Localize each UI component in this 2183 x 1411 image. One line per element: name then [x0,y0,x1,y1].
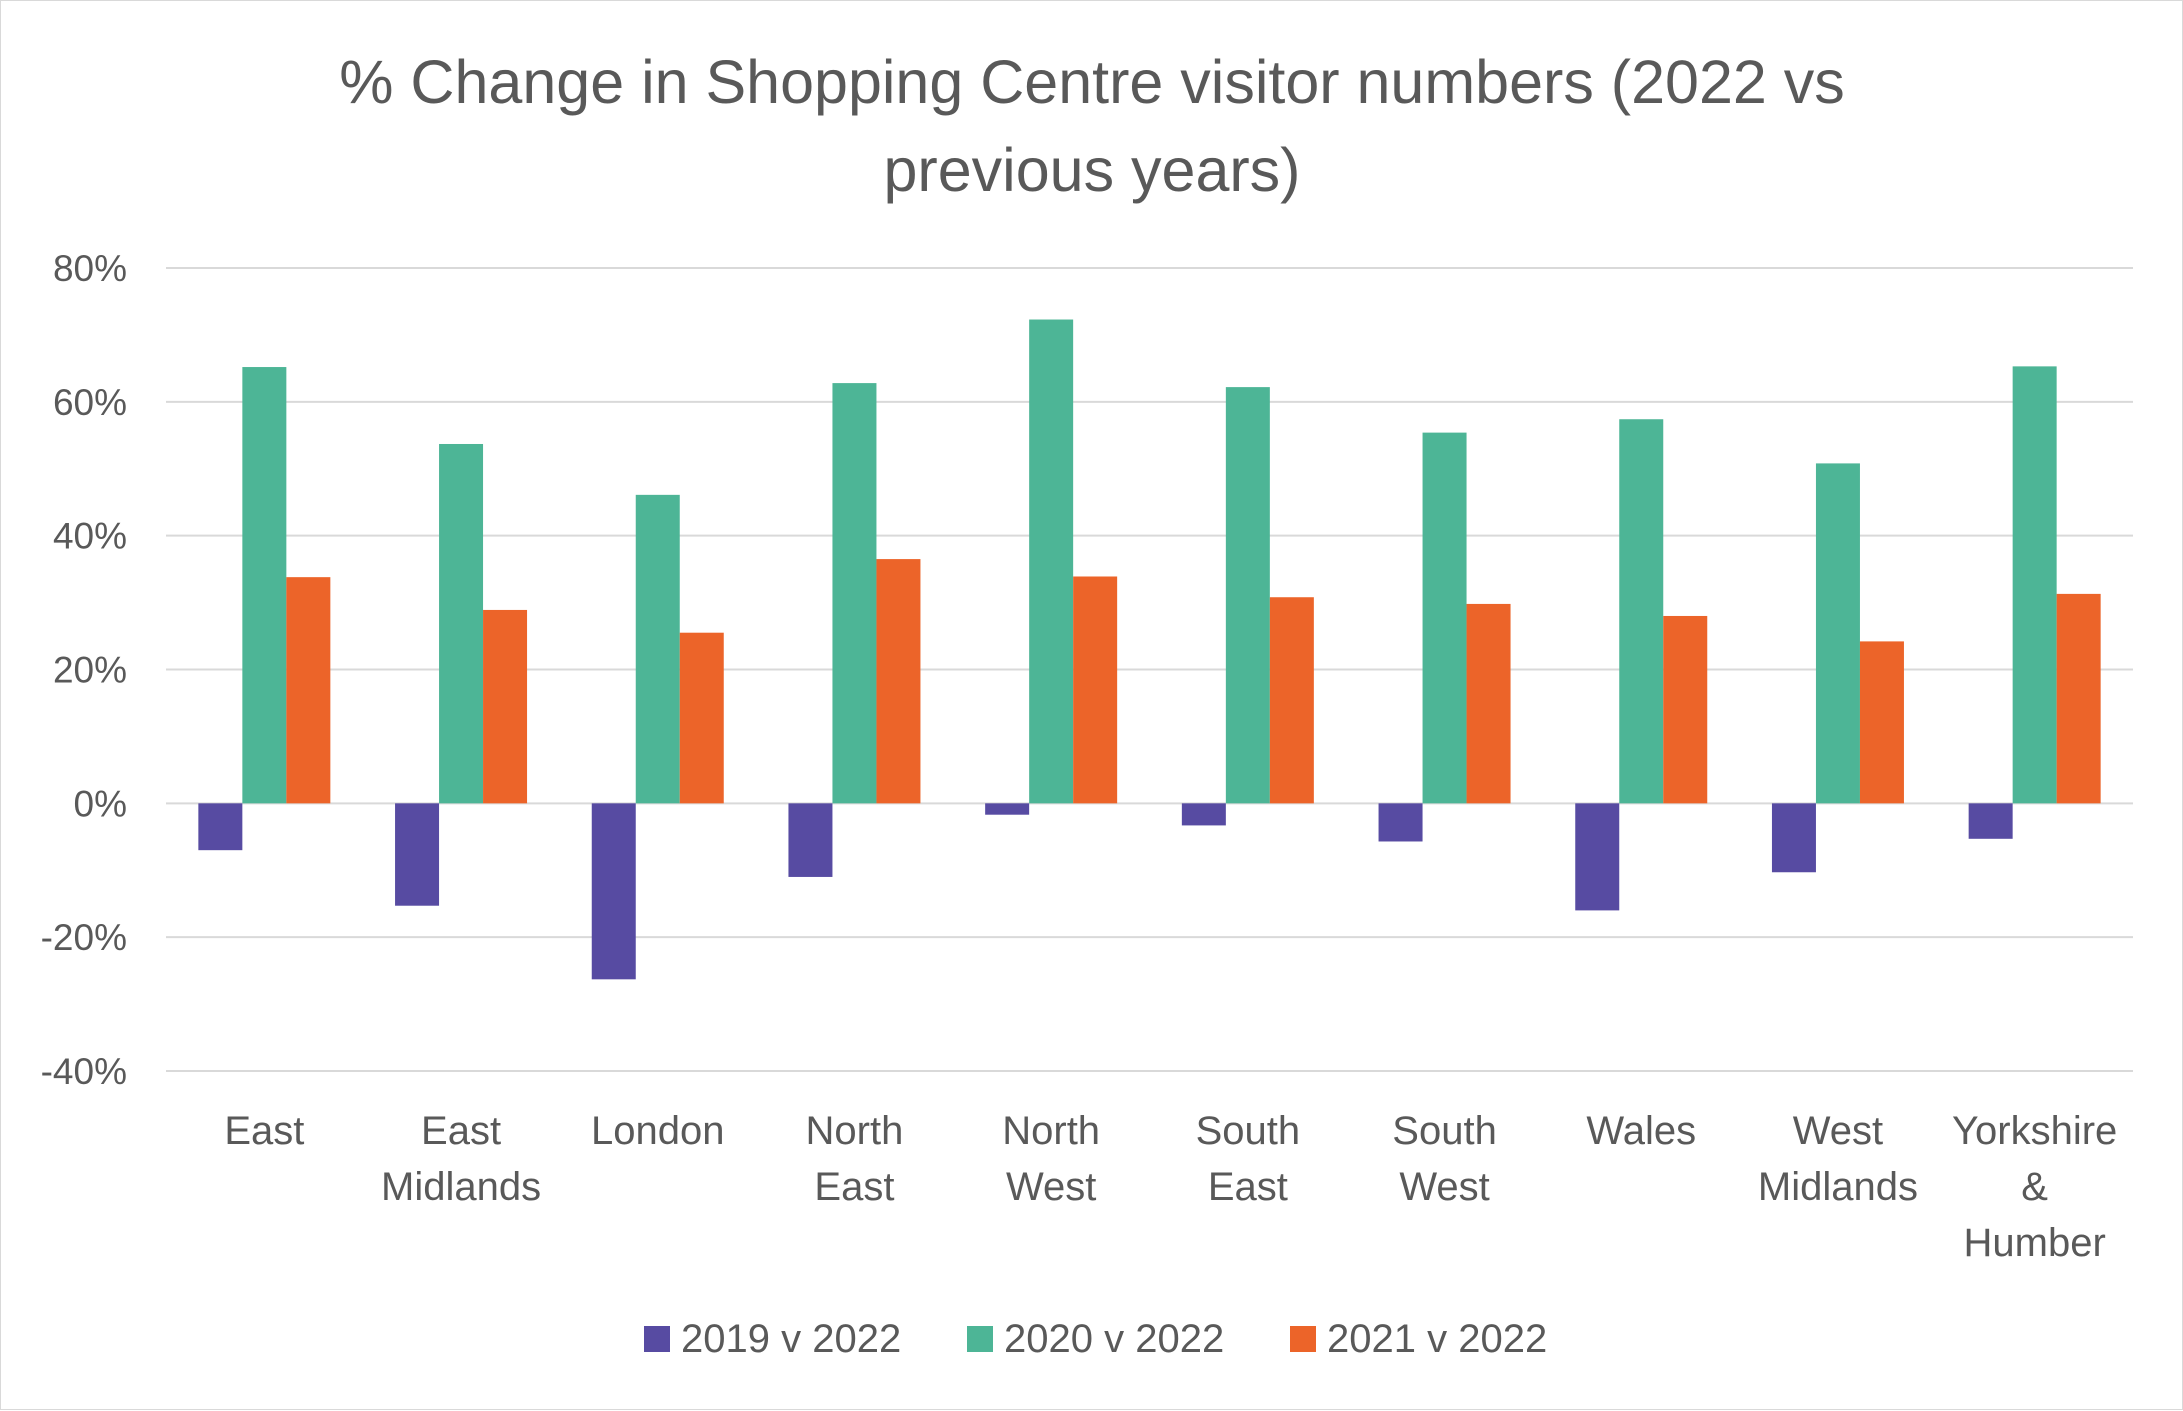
y-tick-label: -40% [41,1051,127,1092]
bar-east-midlands-2020-v-2022 [439,443,484,804]
legend-swatch-2021-v-2022 [1290,1326,1316,1352]
bar-north-east-2020-v-2022 [832,383,877,804]
x-category-label-east-midlands-line-2: Midlands [381,1165,541,1209]
bar-south-west-2020-v-2022 [1422,432,1467,804]
x-category-label-yorkshire-and-humber-line-1: Yorkshire [1952,1109,2117,1153]
y-axis-tick-labels: 80% 60% 40% 20% 0% -20% -40% [41,248,127,1092]
y-tick-label: 0% [74,783,127,824]
bar-west-midlands-2020-v-2022 [1815,463,1860,804]
bar-east-midlands-2021-v-2022 [483,609,528,804]
x-category-label-south-west-line-2: West [1399,1165,1489,1209]
legend: 2019 v 2022 2020 v 2022 2021 v 2022 [644,1317,1547,1361]
bars [198,319,2101,980]
legend-label-2019-v-2022: 2019 v 2022 [681,1317,901,1361]
x-category-label-yorkshire-and-humber-line-3: Humber [1964,1221,2106,1265]
bar-east-midlands-2019-v-2022 [395,803,440,906]
x-category-label-north-east-line-2: East [814,1165,894,1209]
legend-swatch-2019-v-2022 [644,1326,670,1352]
x-category-label-north-west-line-2: West [1006,1165,1096,1209]
bar-london-2019-v-2022 [591,803,636,980]
y-tick-label: 80% [53,248,127,289]
bar-north-west-2021-v-2022 [1073,576,1118,804]
legend-label-2021-v-2022: 2021 v 2022 [1327,1317,1547,1361]
x-category-label-wales: Wales [1586,1109,1696,1153]
y-tick-label: 40% [53,516,127,557]
bar-wales-2019-v-2022 [1575,803,1620,911]
chart-title: % Change in Shopping Centre visitor numb… [339,48,1845,204]
legend-swatch-2020-v-2022 [967,1326,993,1352]
bar-london-2020-v-2022 [635,494,680,804]
bar-north-west-2020-v-2022 [1029,319,1074,804]
bar-south-west-2019-v-2022 [1378,803,1423,842]
y-tick-label: -20% [41,917,127,958]
x-category-label-east-midlands-line-1: East [421,1109,501,1153]
bar-yorkshire-and-humber-2019-v-2022 [1968,803,2013,839]
bar-south-west-2021-v-2022 [1466,603,1511,804]
x-category-label-north-west-line-1: North [1002,1109,1100,1153]
x-category-label-london: London [591,1109,724,1153]
bar-yorkshire-and-humber-2020-v-2022 [2012,366,2057,804]
bar-wales-2020-v-2022 [1619,419,1664,804]
bar-yorkshire-and-humber-2021-v-2022 [2056,593,2101,804]
bar-west-midlands-2021-v-2022 [1859,641,1904,804]
x-category-label-east: East [224,1109,304,1153]
bar-east-2021-v-2022 [286,577,331,804]
bar-east-2020-v-2022 [242,367,287,804]
bar-wales-2021-v-2022 [1663,615,1708,804]
x-category-label-south-west-line-1: South [1392,1109,1497,1153]
x-category-label-south-east-line-1: South [1196,1109,1301,1153]
bar-south-east-2021-v-2022 [1269,597,1314,804]
bar-south-east-2019-v-2022 [1181,803,1226,826]
bar-west-midlands-2019-v-2022 [1771,803,1816,873]
bar-north-east-2019-v-2022 [788,803,833,877]
chart-title-line-1: % Change in Shopping Centre visitor numb… [339,48,1845,116]
bar-london-2021-v-2022 [679,632,724,804]
bar-north-east-2021-v-2022 [876,559,921,804]
bar-east-2019-v-2022 [198,803,243,851]
y-tick-label: 60% [53,382,127,423]
bar-north-west-2019-v-2022 [985,803,1030,815]
x-category-label-south-east-line-2: East [1208,1165,1288,1209]
y-tick-label: 20% [53,650,127,691]
chart-title-line-2: previous years) [884,136,1301,204]
x-category-label-yorkshire-and-humber-line-2: & [2021,1165,2048,1209]
legend-label-2020-v-2022: 2020 v 2022 [1004,1317,1224,1361]
x-category-label-west-midlands-line-1: West [1793,1109,1883,1153]
x-category-label-north-east-line-1: North [806,1109,904,1153]
bar-south-east-2020-v-2022 [1225,387,1270,804]
x-axis-category-labels: East East Midlands London North East North West… [224,1109,2117,1265]
x-category-label-west-midlands-line-2: Midlands [1758,1165,1918,1209]
